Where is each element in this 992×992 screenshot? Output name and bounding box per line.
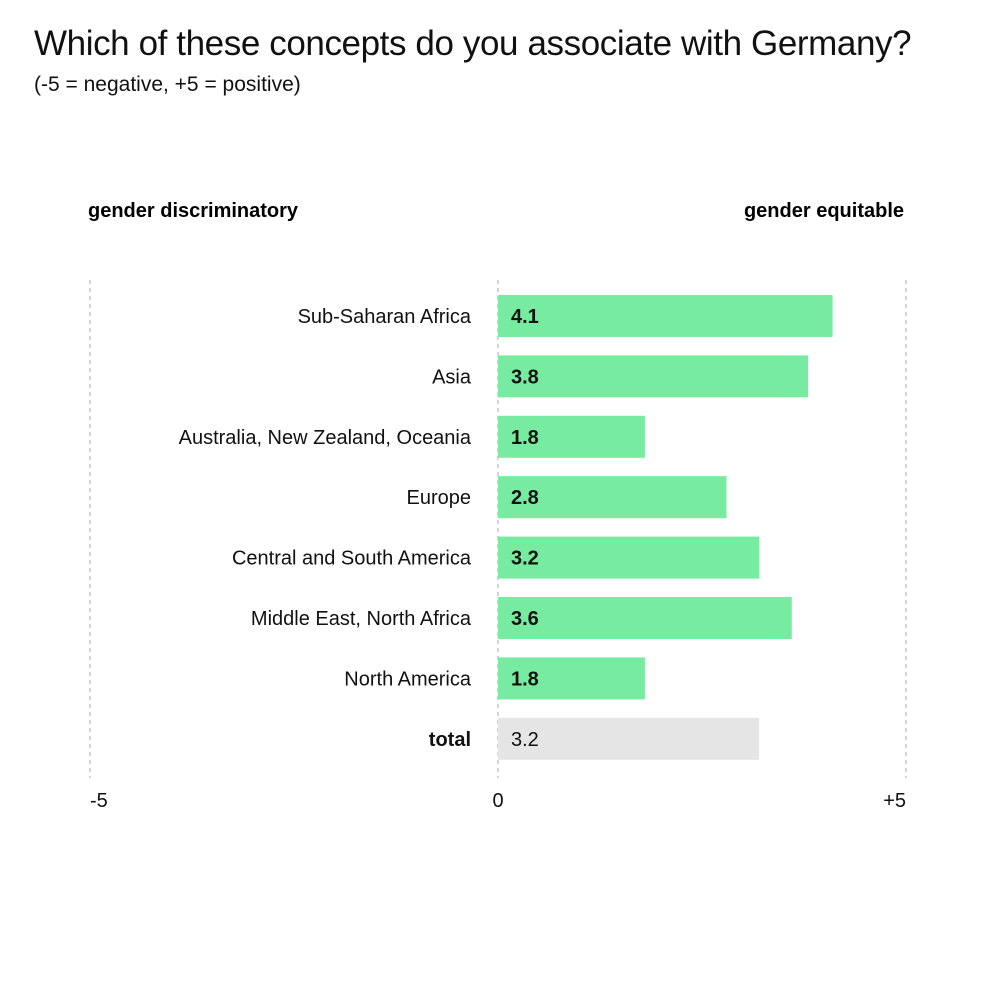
category-label: Australia, New Zealand, Oceania [179, 427, 472, 449]
data-label: 1.8 [511, 668, 539, 690]
category-label: Europe [407, 487, 472, 509]
x-tick-label: -5 [90, 790, 108, 812]
bar-total [498, 717, 760, 760]
category-label: Central and South America [232, 548, 472, 570]
x-tick-label: +5 [883, 790, 906, 812]
bar [498, 657, 645, 700]
bar [498, 295, 833, 337]
scale-label-left: gender discriminatory [88, 200, 299, 222]
category-label: total [429, 729, 471, 751]
chart-title: Which of these concepts do you associate… [34, 24, 912, 63]
bar [498, 355, 809, 398]
data-label: 2.8 [511, 487, 539, 509]
bars: 4.1 3.8 1.8 2.8 3.2 3.6 1.8 3.2 [498, 295, 833, 760]
category-labels: Sub-Saharan Africa Asia Australia, New Zea… [179, 306, 472, 751]
x-tick-label: 0 [492, 790, 503, 812]
bar [498, 476, 727, 519]
data-label: 3.6 [511, 608, 539, 630]
category-label: Asia [432, 366, 472, 388]
data-label: 3.8 [511, 366, 539, 388]
data-label: 1.8 [511, 427, 539, 449]
bar [498, 597, 792, 639]
category-label: Sub-Saharan Africa [298, 306, 472, 328]
data-label: 4.1 [511, 306, 539, 328]
category-label: North America [344, 668, 472, 690]
scale-label-right: gender equitable [744, 200, 904, 222]
bar [498, 536, 760, 579]
bar [498, 415, 645, 458]
x-axis-ticks: -5 0 +5 [90, 790, 906, 812]
chart-subtitle: (-5 = negative, +5 = positive) [34, 73, 301, 96]
category-label: Middle East, North Africa [251, 608, 472, 630]
data-label: 3.2 [511, 548, 539, 570]
gridlines [89, 280, 907, 778]
data-label: 3.2 [511, 729, 539, 751]
